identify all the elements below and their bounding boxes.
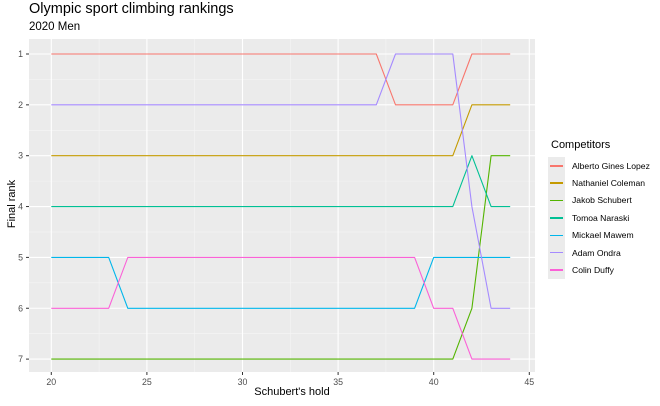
legend-items: Alberto Gines Lopez Nathaniel Coleman Jako…: [548, 157, 650, 279]
legend-key: [548, 191, 565, 210]
legend-label: Jakob Schubert: [572, 195, 632, 206]
x-tick-label: 25: [142, 377, 152, 387]
y-tick-label: 5: [18, 252, 23, 262]
series-line-mickael-mawem: [51, 256, 511, 309]
y-tick-label: 1: [18, 49, 23, 59]
legend-item: Nathaniel Coleman: [548, 174, 650, 192]
x-axis: 20 25 30 35 40 45: [46, 372, 534, 387]
y-axis-title: Final rank: [6, 179, 18, 229]
chart-subtitle: 2020 Men: [29, 21, 81, 33]
legend-label: Alberto Gines Lopez: [572, 160, 650, 171]
plot-panel: [29, 39, 535, 372]
legend-line-swatch-icon: [550, 234, 563, 237]
legend-label: Tomoa Naraski: [572, 212, 630, 223]
legend-key: [548, 243, 565, 262]
x-tick-label: 35: [333, 377, 343, 387]
legend: Competitors Alberto Gines Lopez Nathaniel…: [548, 139, 650, 279]
legend-key: [548, 209, 565, 227]
legend-line-swatch-icon: [550, 251, 563, 254]
x-axis-title: Schubert's hold: [254, 386, 330, 398]
chart-title: Olympic sport climbing rankings: [29, 1, 234, 17]
y-axis: 1 2 3 4 5 6 7: [18, 49, 29, 364]
series-line-nathaniel-coleman: [51, 104, 511, 157]
x-tick-label: 30: [238, 377, 248, 387]
y-tick-label: 2: [18, 100, 23, 110]
legend-item: Tomoa Naraski: [548, 209, 650, 227]
legend-label: Mickael Mawem: [572, 230, 634, 241]
legend-line-swatch-icon: [550, 269, 563, 271]
x-tick-label: 45: [524, 377, 534, 387]
legend-item: Colin Duffy: [548, 261, 650, 279]
series-line-alberto-gines-lopez: [51, 53, 511, 106]
minor-gridlines: [29, 39, 535, 372]
series-line-jakob-schubert: [51, 155, 511, 360]
y-tick-label: 7: [18, 354, 23, 364]
legend-key: [548, 157, 565, 175]
legend-key: [548, 174, 565, 192]
legend-line-swatch-icon: [550, 199, 563, 202]
legend-line-swatch-icon: [550, 165, 563, 167]
legend-label: Colin Duffy: [572, 265, 614, 276]
y-tick-label: 3: [18, 151, 23, 161]
legend-item: Adam Ondra: [548, 243, 650, 262]
y-tick-label: 6: [18, 303, 23, 313]
y-tick-label: 4: [18, 202, 23, 212]
legend-key: [548, 261, 565, 279]
legend-line-swatch-icon: [550, 217, 563, 219]
series-line-adam-ondra: [51, 53, 511, 309]
legend-item: Mickael Mawem: [548, 226, 650, 244]
x-tick-label: 40: [429, 377, 439, 387]
series-line-colin-duffy: [51, 256, 511, 360]
legend-item: Jakob Schubert: [548, 191, 650, 210]
series-lines: [51, 53, 511, 360]
legend-line-swatch-icon: [550, 182, 563, 184]
legend-title: Competitors: [551, 139, 611, 151]
legend-key: [548, 226, 565, 244]
legend-label: Nathaniel Coleman: [572, 178, 646, 189]
x-tick-label: 20: [46, 377, 56, 387]
legend-item: Alberto Gines Lopez: [548, 157, 650, 175]
series-line-tomoa-naraski: [51, 155, 511, 208]
legend-label: Adam Ondra: [572, 247, 621, 258]
